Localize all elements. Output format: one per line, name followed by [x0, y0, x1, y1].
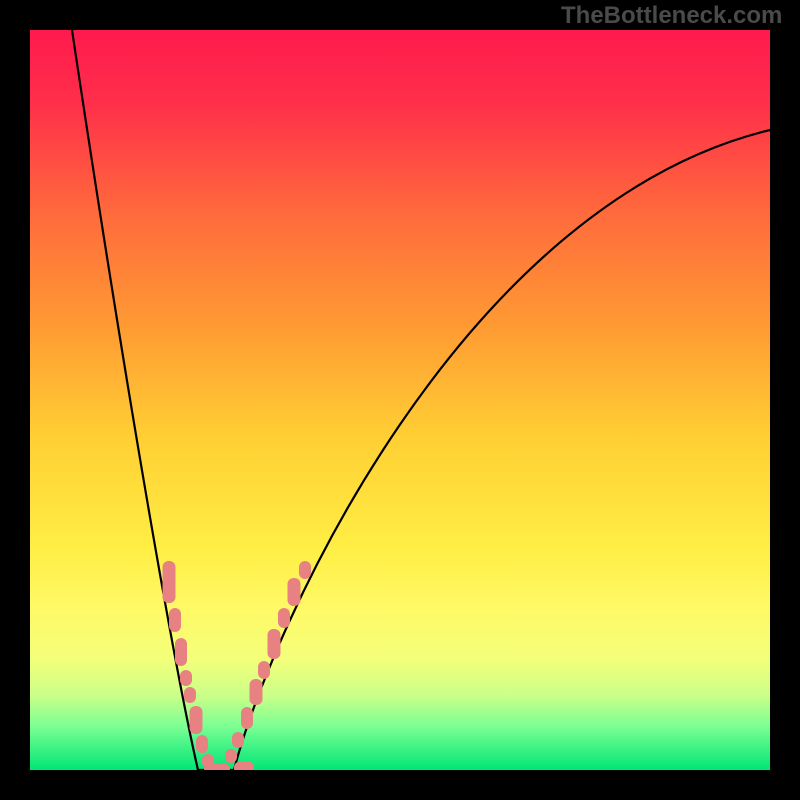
- chart-canvas: TheBottleneck.com: [0, 0, 800, 800]
- plot-frame: [0, 0, 800, 800]
- watermark-text: TheBottleneck.com: [561, 2, 782, 30]
